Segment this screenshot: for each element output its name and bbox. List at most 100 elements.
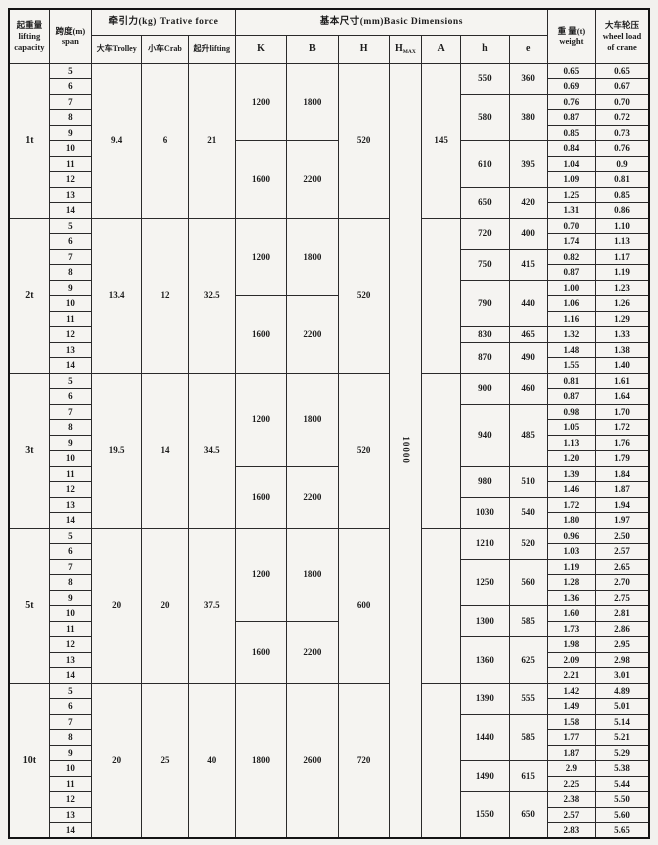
cell-wheel-load: 2.70 <box>595 574 650 591</box>
cell-weight: 1.16 <box>546 310 597 327</box>
table-row: 2t 5 13.4 12 32.5 1200 1800 520 720 400 0.70 1.10 <box>8 217 650 374</box>
cell-span: 11 <box>48 310 93 327</box>
cell-dim-h-small: 1440 <box>460 713 510 761</box>
cell-dim-b: 1800 <box>286 62 339 141</box>
cell-lifting-force: 21 <box>187 62 236 219</box>
cell-weight: 1.80 <box>546 512 597 529</box>
cell-dim-e: 400 <box>508 217 548 250</box>
cell-weight: 0.98 <box>546 403 597 420</box>
cell-dim-k: 1200 <box>234 527 288 622</box>
cell-wheel-load: 1.26 <box>595 295 650 312</box>
table-row: 8 1.28 2.70 <box>9 574 650 591</box>
cell-capacity: 1t <box>8 62 50 219</box>
cell-weight: 1.20 <box>546 450 597 467</box>
cell-wheel-load: 0.73 <box>595 124 650 141</box>
cell-wheel-load: 5.38 <box>595 760 650 777</box>
table-row: 7 750 415 0.82 1.17 <box>9 248 650 281</box>
cell-weight: 1.73 <box>546 620 597 637</box>
cell-span: 5 <box>48 527 93 544</box>
cell-dim-h: 520 <box>337 62 390 219</box>
cell-dim-h-small: 1550 <box>460 791 510 839</box>
cell-span: 12 <box>48 481 93 498</box>
header-wheel-load: 大车轮压 wheel load of crane <box>595 8 650 64</box>
table-row: 9 1.87 5.29 <box>9 744 650 761</box>
cell-dim-a <box>421 217 462 374</box>
table-row: 12 1360 625 1.98 2.95 <box>9 636 650 684</box>
cell-dim-a <box>421 682 462 839</box>
cell-weight: 1.46 <box>546 481 597 498</box>
cell-span: 5 <box>48 682 93 699</box>
cell-weight: 1.74 <box>546 233 597 250</box>
cell-wheel-load: 2.50 <box>595 527 650 544</box>
cell-span: 7 <box>48 713 93 730</box>
cell-wheel-load: 1.23 <box>595 279 650 296</box>
cell-span: 8 <box>48 729 93 746</box>
cell-wheel-load: 1.79 <box>595 450 650 467</box>
cell-span: 6 <box>48 78 93 95</box>
header-dim-k: K <box>234 34 288 64</box>
cell-weight: 1.04 <box>546 155 597 172</box>
header-traction-force-group: 牵引力(kg) Trative force <box>91 8 236 36</box>
cell-dim-a: 145 <box>421 62 462 219</box>
cell-weight: 0.96 <box>546 527 597 544</box>
cell-wheel-load: 0.76 <box>595 140 650 157</box>
cell-dim-e: 415 <box>508 248 548 281</box>
cell-dim-h-small: 980 <box>460 465 510 498</box>
cell-capacity: 5t <box>8 527 50 684</box>
cell-span: 14 <box>48 512 93 529</box>
cell-dim-b: 1800 <box>286 527 339 622</box>
header-dim-a: A <box>421 34 462 64</box>
cell-dim-e: 490 <box>508 341 548 374</box>
cell-dim-a <box>421 372 462 529</box>
cell-weight: 1.58 <box>546 713 597 730</box>
cell-dim-k: 1600 <box>234 295 288 374</box>
cell-dim-h-small: 1250 <box>460 558 510 606</box>
cell-span: 12 <box>48 636 93 653</box>
cell-weight: 0.76 <box>546 93 597 110</box>
cell-wheel-load: 5.21 <box>595 729 650 746</box>
cell-weight: 1.77 <box>546 729 597 746</box>
table-row: 6 0.69 0.67 <box>9 78 650 95</box>
table-row: 14 1.55 1.40 <box>9 357 650 374</box>
cell-dim-h-small: 870 <box>460 341 510 374</box>
cell-span: 14 <box>48 667 93 684</box>
hmax-vertical-value: 10000 <box>400 436 411 465</box>
cell-weight: 1.36 <box>546 589 597 606</box>
cell-wheel-load: 0.85 <box>595 186 650 203</box>
table-row: 12 1.46 1.87 <box>9 481 650 498</box>
cell-wheel-load: 1.87 <box>595 481 650 498</box>
cell-weight: 0.82 <box>546 248 597 265</box>
header-weight: 重 量(t) weight <box>546 8 597 64</box>
cell-weight: 1.05 <box>546 419 597 436</box>
cell-capacity: 2t <box>8 217 50 374</box>
cell-wheel-load: 1.84 <box>595 465 650 482</box>
cell-wheel-load: 5.60 <box>595 806 650 823</box>
cell-wheel-load: 2.65 <box>595 558 650 575</box>
cell-dim-h-small: 1030 <box>460 496 510 529</box>
cell-weight: 0.87 <box>546 109 597 126</box>
cell-span: 6 <box>48 388 93 405</box>
cell-wheel-load: 2.86 <box>595 620 650 637</box>
cell-dim-b: 2200 <box>286 620 339 684</box>
cell-wheel-load: 2.81 <box>595 605 650 622</box>
cell-lifting-force: 37.5 <box>187 527 236 684</box>
header-span: 跨度(m) span <box>48 8 93 64</box>
cell-crab-force: 12 <box>141 217 189 374</box>
table-row: 12 1550 650 2.38 5.50 <box>9 791 650 839</box>
header-basic-dimensions-group: 基本尺寸(mm)Basic Dimensions <box>234 8 548 36</box>
cell-span: 12 <box>48 791 93 808</box>
cell-span: 14 <box>48 822 93 839</box>
cell-wheel-load: 5.29 <box>595 744 650 761</box>
cell-dim-e: 560 <box>508 558 548 606</box>
cell-weight: 1.00 <box>546 279 597 296</box>
cell-wheel-load: 0.86 <box>595 202 650 219</box>
cell-dim-h: 720 <box>337 682 390 839</box>
cell-span: 8 <box>48 419 93 436</box>
table-row: 12 830 465 1.32 1.33 <box>9 326 650 343</box>
cell-dim-e: 395 <box>508 140 548 188</box>
cell-wheel-load: 1.13 <box>595 233 650 250</box>
cell-span: 10 <box>48 295 93 312</box>
cell-dim-b: 1800 <box>286 372 339 467</box>
cell-span: 14 <box>48 202 93 219</box>
